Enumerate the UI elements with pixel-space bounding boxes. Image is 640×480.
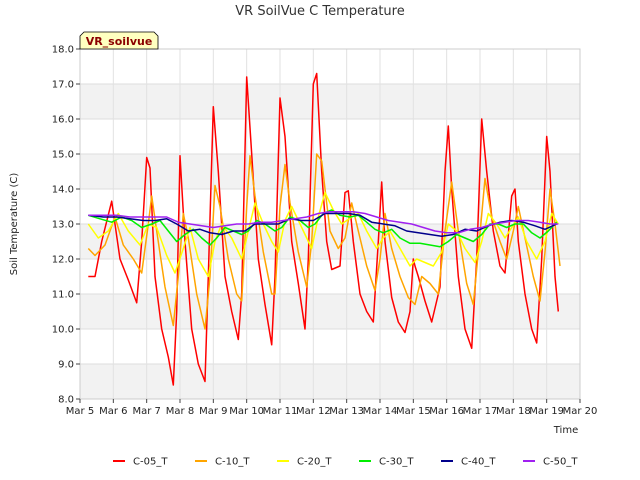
- y-tick-label: 17.0: [52, 80, 74, 91]
- legend-label: C-40_T: [461, 457, 496, 468]
- y-axis-ticks: 8.0 9.0 10.0 11.0 12.0 13.0 14.0 15.0 16.0 17.0 18…: [52, 45, 80, 406]
- x-tick-label: Mar 9: [199, 406, 227, 417]
- x-tick-label: Mar 14: [363, 406, 398, 417]
- y-tick-label: 10.0: [52, 325, 74, 336]
- series-lines: [87, 72, 561, 386]
- background-band: [80, 189, 580, 224]
- series-line-c-50-t: [88, 211, 559, 234]
- background-band: [80, 84, 580, 119]
- chart-title: VR SoilVue C Temperature: [235, 4, 404, 19]
- legend-label: C-50_T: [543, 457, 578, 468]
- y-tick-label: 12.0: [52, 255, 74, 266]
- x-axis-title: Time: [553, 425, 578, 436]
- plot-background-bands: [80, 49, 580, 399]
- y-tick-label: 13.0: [52, 220, 74, 231]
- y-tick-label: 18.0: [52, 45, 74, 56]
- legend-label: C-05_T: [133, 457, 168, 468]
- y-tick-label: 14.0: [52, 185, 74, 196]
- background-band: [80, 119, 580, 154]
- background-band: [80, 294, 580, 329]
- y-tick-label: 8.0: [58, 395, 74, 406]
- x-tick-label: Mar 17: [463, 406, 498, 417]
- legend-label: C-10_T: [215, 457, 250, 468]
- x-tick-label: Mar 7: [132, 406, 160, 417]
- series-line-c-05-t: [88, 72, 560, 386]
- x-tick-label: Mar 6: [99, 406, 127, 417]
- y-tick-label: 15.0: [52, 150, 74, 161]
- x-tick-label: Mar 5: [66, 406, 94, 417]
- instrument-badge: VR_soilvue: [79, 31, 159, 50]
- background-band: [80, 154, 580, 189]
- legend: C-05_T C-10_T C-20_T C-30_T C-40_T C-50_T: [113, 457, 578, 468]
- x-tick-label: Mar 15: [396, 406, 431, 417]
- x-tick-label: Mar 8: [166, 406, 194, 417]
- legend-label: C-20_T: [297, 457, 332, 468]
- series-line-c-10-t: [87, 153, 561, 330]
- x-tick-label: Mar 20: [563, 406, 598, 417]
- y-tick-label: 16.0: [52, 115, 74, 126]
- y-axis-title: Soil Temperature (C): [9, 173, 20, 276]
- x-tick-label: Mar 13: [329, 406, 364, 417]
- x-tick-label: Mar 12: [296, 406, 331, 417]
- x-tick-label: Mar 18: [496, 406, 531, 417]
- legend-label: C-30_T: [379, 457, 414, 468]
- series-line-c-40-t: [88, 212, 558, 238]
- x-tick-label: Mar 10: [229, 406, 264, 417]
- background-band: [80, 329, 580, 364]
- background-band: [80, 364, 580, 399]
- y-tick-label: 11.0: [52, 290, 74, 301]
- badge-label: VR_soilvue: [86, 35, 153, 48]
- background-band: [80, 49, 580, 84]
- y-tick-label: 9.0: [58, 360, 74, 371]
- x-tick-label: Mar 19: [529, 406, 564, 417]
- x-tick-label: Mar 11: [263, 406, 298, 417]
- x-tick-label: Mar 16: [429, 406, 464, 417]
